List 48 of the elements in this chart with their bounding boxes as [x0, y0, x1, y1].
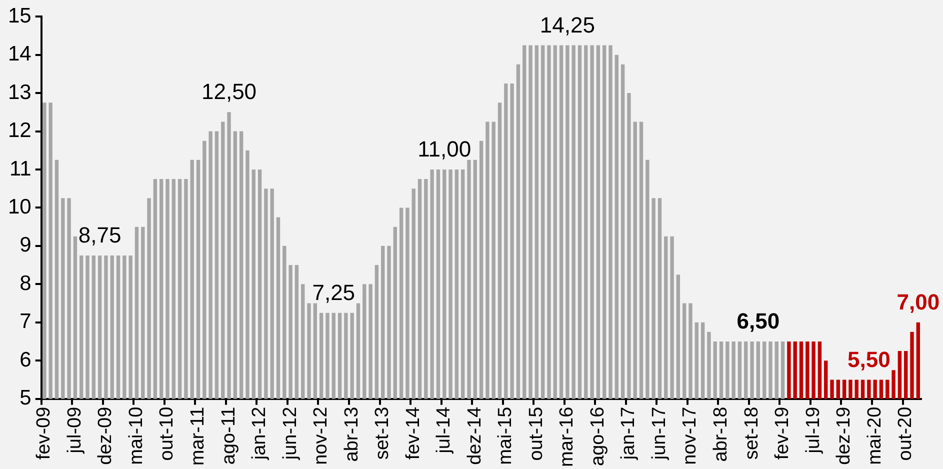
x-tick-label: jun-17 [648, 406, 670, 461]
x-tick-label: abr-13 [341, 406, 362, 462]
annotation: 11,00 [418, 136, 472, 162]
x-tick-label: set-13 [372, 406, 394, 460]
x-tick-label: mai-15 [495, 406, 516, 465]
x-tick-label: fev-19 [772, 406, 794, 460]
y-tick-label: 8 [20, 272, 32, 295]
x-tick-label: fev-14 [402, 406, 424, 460]
y-tick-label: 9 [20, 234, 32, 257]
x-tick-label: nov-12 [310, 406, 332, 465]
x-tick-label: fev-09 [34, 406, 55, 460]
annotation: 7,25 [312, 280, 356, 305]
annotation: 14,25 [540, 12, 595, 38]
x-tick-label: ago-11 [218, 406, 240, 465]
x-tick-label: jul-14 [434, 406, 455, 454]
annotation: 5,50 [848, 346, 890, 372]
y-tick-label: 11 [10, 157, 32, 180]
x-tick-label: out-15 [526, 406, 547, 461]
x-tick-label: nov-17 [680, 406, 701, 465]
x-tick-label: mar-11 [187, 406, 208, 466]
y-tick-label: 7 [20, 310, 32, 334]
x-tick-label: jan-12 [249, 406, 270, 461]
x-tick-label: dez-14 [464, 406, 486, 465]
x-tick-label: abr-18 [710, 406, 732, 462]
x-tick-label: out-10 [156, 406, 178, 461]
y-tick-label: 10 [8, 196, 32, 219]
x-tick-label: dez-19 [834, 406, 855, 465]
annotation: 8,75 [78, 222, 122, 248]
y-tick-label: 13 [8, 80, 32, 104]
x-tick-label: dez-09 [95, 406, 116, 465]
y-tick-label: 6 [20, 348, 32, 372]
x-tick-label: jul-19 [802, 406, 824, 454]
y-tick-label: 5 [20, 386, 32, 410]
y-tick-label: 15 [8, 4, 32, 28]
x-tick-label: jun-12 [280, 406, 301, 461]
x-tick-label: mar-16 [556, 406, 578, 468]
y-tick-label: 14 [8, 42, 32, 66]
y-tick-label: 12 [8, 119, 32, 142]
x-tick-label: mai-20 [864, 406, 886, 465]
x-tick-label: mai-10 [126, 406, 147, 465]
x-tick-label: jan-17 [618, 406, 640, 461]
x-tick-label: ago-16 [587, 406, 608, 466]
annotation: 12,50 [201, 79, 257, 104]
x-tick-label: set-18 [741, 406, 762, 460]
x-tick-label: jul-09 [64, 406, 86, 454]
annotation: 6,50 [736, 308, 780, 334]
annotation: 7,00 [896, 289, 940, 314]
x-tick-label: out-20 [895, 406, 916, 461]
